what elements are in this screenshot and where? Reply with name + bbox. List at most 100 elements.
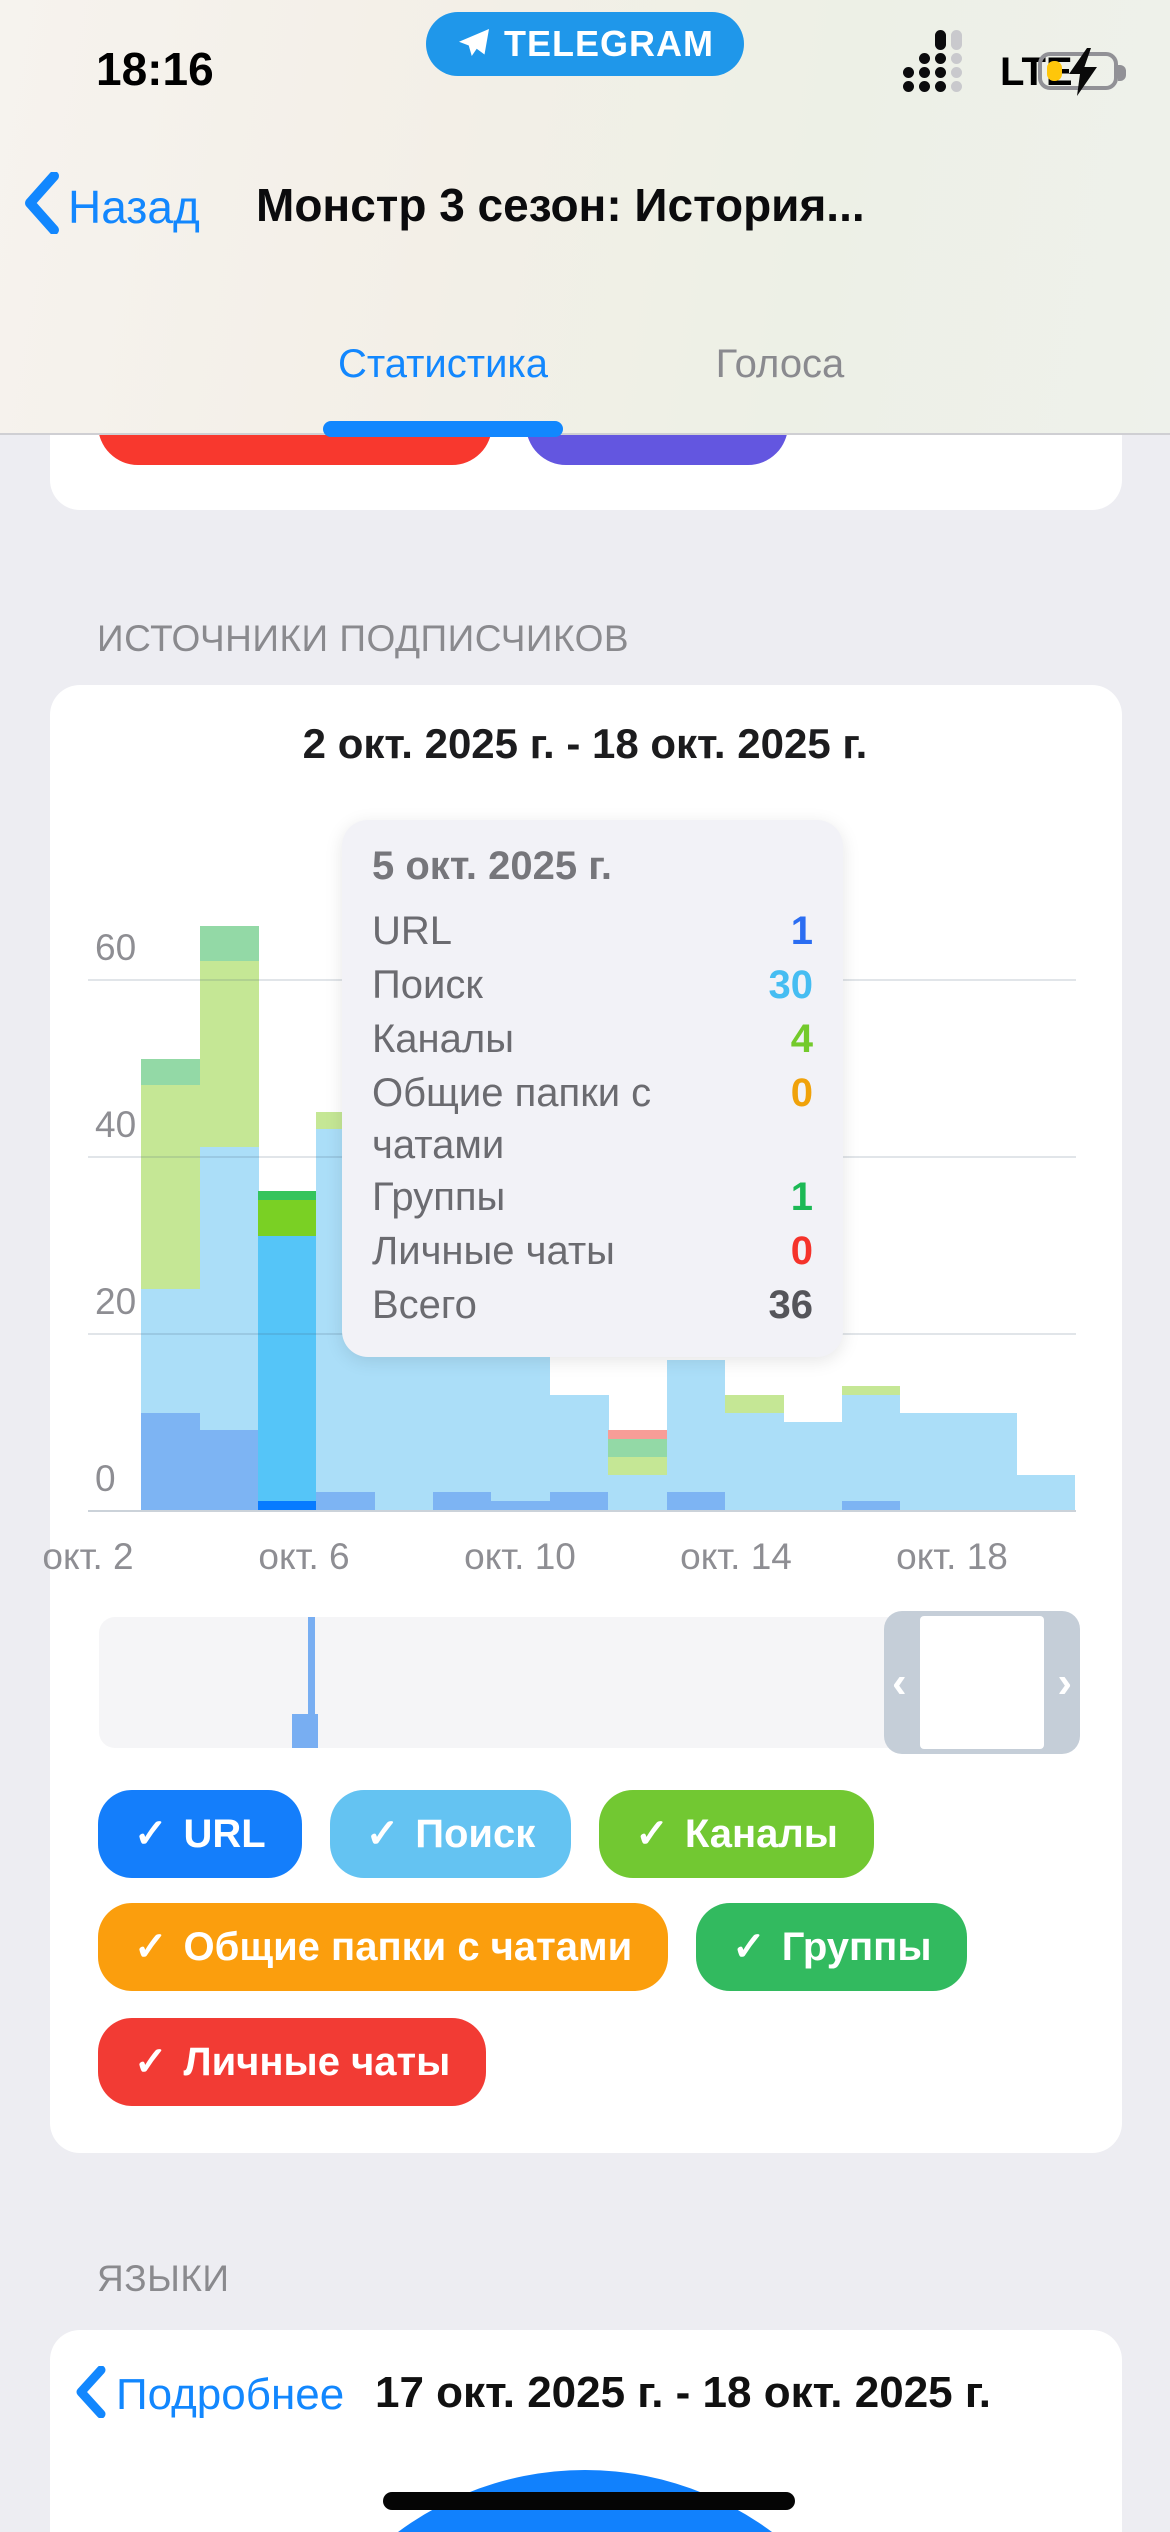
bar-segment[interactable] bbox=[141, 1288, 201, 1413]
bar-segment[interactable] bbox=[899, 1412, 959, 1510]
clipped-legend-pill-red[interactable] bbox=[98, 435, 492, 465]
bar-segment[interactable] bbox=[199, 925, 259, 962]
minimap-spike bbox=[308, 1617, 315, 1748]
y-axis-label: 60 bbox=[95, 927, 137, 968]
checkmark-icon: ✓ bbox=[134, 1812, 168, 1856]
checkmark-icon: ✓ bbox=[134, 1925, 168, 1969]
bar-segment[interactable] bbox=[549, 1394, 609, 1493]
tab-statistics[interactable]: Статистика bbox=[337, 342, 549, 386]
back-button[interactable]: Назад bbox=[68, 181, 200, 233]
legend-pill-label: Личные чаты bbox=[183, 2039, 451, 2084]
bar-segment[interactable] bbox=[433, 1492, 492, 1510]
tooltip-date: 5 окт. 2025 г. bbox=[372, 844, 612, 888]
tooltip-row: Общие папки с чатами 0 bbox=[372, 1067, 813, 1171]
bar-segment[interactable] bbox=[724, 1412, 784, 1510]
more-chevron-icon[interactable] bbox=[75, 2366, 107, 2418]
tooltip-row-label: Общие папки с чатами bbox=[372, 1071, 652, 1167]
bar-segment[interactable] bbox=[724, 1394, 784, 1413]
tooltip-row: Группы 1 bbox=[372, 1171, 813, 1225]
lightning-bolt-icon bbox=[1069, 48, 1097, 96]
bar-segment[interactable] bbox=[491, 1501, 551, 1510]
legend-pill-url[interactable]: ✓ URL bbox=[98, 1790, 302, 1878]
bar-segment[interactable] bbox=[549, 1492, 609, 1510]
back-chevron-icon[interactable] bbox=[22, 172, 60, 234]
battery-charging-icon bbox=[1038, 48, 1126, 96]
legend-pill-общие-папки-с-чатами[interactable]: ✓ Общие папки с чатами bbox=[98, 1903, 669, 1991]
y-axis-label: 0 bbox=[95, 1458, 116, 1499]
legend-row: ✓ URL ✓ Поиск ✓ Каналы bbox=[98, 1790, 874, 1878]
status-time: 18:16 bbox=[96, 43, 214, 95]
clipped-legend-pill-purple[interactable] bbox=[526, 435, 788, 465]
bar-segment[interactable] bbox=[199, 961, 259, 1148]
tooltip-row: Всего 36 bbox=[372, 1279, 813, 1333]
bar-segment[interactable] bbox=[258, 1191, 317, 1201]
x-axis-label: окт. 2 bbox=[42, 1536, 134, 1577]
legend-pill-label: Поиск bbox=[415, 1811, 536, 1856]
legend-pill-личные-чаты[interactable]: ✓ Личные чаты bbox=[98, 2018, 487, 2106]
bar-segment[interactable] bbox=[374, 1333, 434, 1510]
x-axis-label: окт. 10 bbox=[464, 1536, 576, 1577]
tab-polls[interactable]: Голоса bbox=[715, 342, 845, 386]
tooltip-row-label: URL bbox=[372, 909, 453, 953]
bar-segment[interactable] bbox=[258, 1235, 317, 1502]
bar-segment[interactable] bbox=[841, 1386, 901, 1395]
bar-segment[interactable] bbox=[783, 1421, 843, 1510]
y-axis-label: 20 bbox=[95, 1281, 137, 1322]
tooltip-row-label: Поиск bbox=[372, 963, 483, 1007]
legend-pill-label: Каналы bbox=[684, 1811, 838, 1856]
bar-segment[interactable] bbox=[316, 1492, 376, 1510]
bar-segment[interactable] bbox=[258, 1501, 317, 1510]
bar-segment[interactable] bbox=[608, 1474, 667, 1510]
bar-segment[interactable] bbox=[841, 1394, 901, 1502]
home-indicator[interactable] bbox=[383, 2492, 795, 2510]
chart-range-scrubber[interactable]: ‹ › bbox=[99, 1611, 1080, 1754]
languages-section-header: ЯЗЫКИ bbox=[97, 2258, 230, 2299]
bar-segment[interactable] bbox=[666, 1492, 726, 1510]
legend-pill-каналы[interactable]: ✓ Каналы bbox=[599, 1790, 874, 1878]
bar-segment[interactable] bbox=[199, 1147, 259, 1431]
bar-segment[interactable] bbox=[608, 1439, 667, 1457]
scrubber-right-handle-icon[interactable]: › bbox=[1057, 1657, 1072, 1707]
bar-segment[interactable] bbox=[841, 1501, 901, 1510]
bar-segment[interactable] bbox=[608, 1430, 667, 1440]
bar-segment[interactable] bbox=[958, 1412, 1018, 1510]
bar-segment[interactable] bbox=[1016, 1474, 1076, 1510]
scrubber-selection-window[interactable]: ‹ › bbox=[884, 1611, 1080, 1754]
bar-segment[interactable] bbox=[433, 1341, 492, 1493]
tooltip-row: Каналы 4 bbox=[372, 1013, 813, 1067]
bar-segment[interactable] bbox=[199, 1430, 259, 1510]
tooltip-row-value: 0 bbox=[790, 1071, 813, 1115]
paper-plane-icon bbox=[459, 29, 489, 56]
bar-segment[interactable] bbox=[608, 1456, 667, 1475]
chart-date-range: 2 окт. 2025 г. - 18 окт. 2025 г. bbox=[302, 720, 868, 767]
tooltip-row-value: 0 bbox=[790, 1229, 813, 1273]
sources-section-header: ИСТОЧНИКИ ПОДПИСЧИКОВ bbox=[97, 618, 630, 659]
telegram-pill-label: TELEGRAM bbox=[504, 23, 714, 64]
bar-segment[interactable] bbox=[666, 1359, 726, 1493]
bar-segment[interactable] bbox=[141, 1058, 201, 1086]
legend-pill-label: URL bbox=[183, 1811, 266, 1856]
tooltip-row-label: Каналы bbox=[372, 1017, 514, 1061]
bar-segment[interactable] bbox=[258, 1200, 317, 1236]
x-axis-label: окт. 6 bbox=[258, 1536, 350, 1577]
bar-segment[interactable] bbox=[141, 1085, 201, 1289]
more-details-link[interactable]: Подробнее bbox=[116, 2370, 345, 2419]
scrubber-left-handle-icon[interactable]: ‹ bbox=[892, 1657, 907, 1707]
legend-pill-поиск[interactable]: ✓ Поиск bbox=[329, 1790, 572, 1878]
legend-pill-группы[interactable]: ✓ Группы bbox=[696, 1903, 968, 1991]
bar-segment[interactable] bbox=[141, 1412, 201, 1510]
legend-pill-label: Группы bbox=[781, 1924, 932, 1969]
previous-chart-card bbox=[50, 435, 1122, 510]
tooltip-row-value: 30 bbox=[768, 963, 814, 1007]
x-axis-label: окт. 14 bbox=[680, 1536, 792, 1577]
telegram-status-pill[interactable]: TELEGRAM bbox=[426, 12, 744, 76]
scrubber-window-body[interactable] bbox=[920, 1616, 1044, 1749]
tooltip-row-label: Личные чаты bbox=[372, 1229, 615, 1273]
bar-segment[interactable] bbox=[491, 1350, 551, 1502]
tooltip-rows: URL 1 Поиск 30 Каналы 4 Общие папки с чатами 0 Г… bbox=[372, 905, 813, 1333]
legend-row: ✓ Общие папки с чатами ✓ Группы bbox=[98, 1903, 968, 1991]
tooltip-row: Личные чаты 0 bbox=[372, 1225, 813, 1279]
legend-pill-label: Общие папки с чатами bbox=[183, 1924, 633, 1969]
checkmark-icon: ✓ bbox=[635, 1812, 669, 1856]
